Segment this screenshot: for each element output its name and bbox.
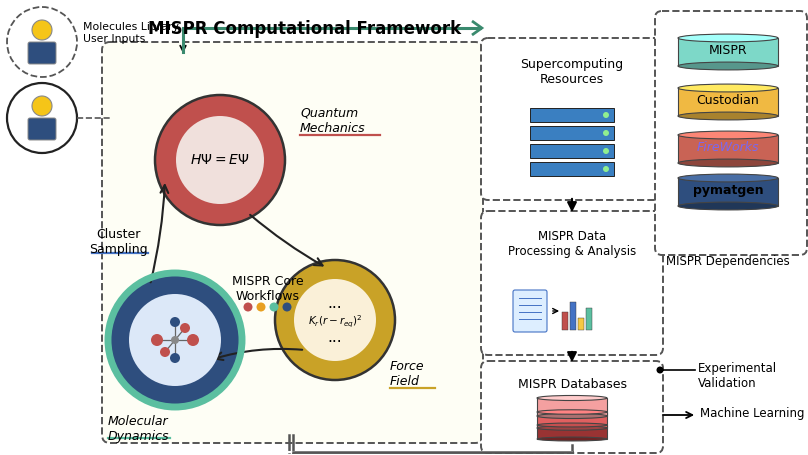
Ellipse shape	[537, 437, 607, 441]
Text: Machine Learning: Machine Learning	[700, 407, 805, 420]
Bar	[530, 126, 614, 140]
Circle shape	[32, 96, 52, 116]
Ellipse shape	[537, 414, 607, 419]
Text: $K_r(r - r_{eq})^2$: $K_r(r - r_{eq})^2$	[308, 314, 363, 330]
FancyBboxPatch shape	[481, 38, 663, 200]
Circle shape	[176, 116, 264, 204]
Text: MISPR Computational Framework: MISPR Computational Framework	[149, 20, 461, 38]
Ellipse shape	[678, 34, 778, 42]
Circle shape	[129, 294, 221, 386]
FancyBboxPatch shape	[655, 11, 807, 255]
Circle shape	[603, 166, 609, 172]
Text: Supercomputing
Resources: Supercomputing Resources	[520, 58, 624, 86]
Circle shape	[256, 303, 266, 312]
Bar	[530, 144, 614, 158]
FancyBboxPatch shape	[481, 211, 663, 355]
Ellipse shape	[678, 84, 778, 92]
Ellipse shape	[537, 395, 607, 400]
Circle shape	[656, 366, 663, 374]
Text: Experimental
Validation: Experimental Validation	[698, 362, 777, 390]
Bar	[537, 425, 607, 439]
Circle shape	[155, 95, 285, 225]
Ellipse shape	[678, 174, 778, 182]
Ellipse shape	[678, 202, 778, 210]
Text: MISPR Core
Workflows: MISPR Core Workflows	[232, 275, 304, 303]
Ellipse shape	[537, 423, 607, 427]
Text: MISPR Dependencies: MISPR Dependencies	[666, 255, 790, 268]
Bar	[678, 135, 778, 163]
Bar	[678, 38, 778, 66]
Circle shape	[151, 334, 163, 346]
Bar	[678, 178, 778, 206]
Text: MISPR Data
Processing & Analysis: MISPR Data Processing & Analysis	[508, 230, 636, 258]
Circle shape	[32, 20, 52, 40]
Circle shape	[187, 334, 199, 346]
Circle shape	[275, 260, 395, 380]
Bar	[570, 302, 576, 330]
Bar	[530, 162, 614, 176]
Circle shape	[170, 353, 180, 363]
Ellipse shape	[678, 131, 778, 139]
Text: Force
Field: Force Field	[390, 360, 425, 388]
Bar	[537, 398, 607, 416]
Ellipse shape	[537, 410, 607, 414]
FancyBboxPatch shape	[102, 42, 483, 443]
Bar	[562, 312, 568, 330]
Text: $H\Psi = E\Psi$: $H\Psi = E\Psi$	[191, 153, 250, 167]
Ellipse shape	[678, 159, 778, 167]
Circle shape	[180, 323, 190, 333]
Text: pymatgen: pymatgen	[692, 184, 764, 197]
Circle shape	[108, 273, 242, 407]
Circle shape	[603, 112, 609, 118]
FancyBboxPatch shape	[28, 42, 56, 64]
FancyBboxPatch shape	[481, 361, 663, 453]
Circle shape	[160, 347, 170, 357]
FancyBboxPatch shape	[28, 118, 56, 140]
Circle shape	[294, 279, 376, 361]
Circle shape	[171, 336, 179, 344]
Bar	[678, 88, 778, 116]
Circle shape	[7, 7, 77, 77]
Circle shape	[270, 303, 279, 312]
Ellipse shape	[537, 426, 607, 430]
Circle shape	[603, 148, 609, 154]
Text: MISPR Databases: MISPR Databases	[517, 378, 626, 391]
Circle shape	[170, 317, 180, 327]
Circle shape	[603, 130, 609, 136]
Circle shape	[283, 303, 292, 312]
Bar	[530, 108, 614, 122]
Text: ...: ...	[328, 330, 343, 345]
Circle shape	[7, 83, 77, 153]
Text: Custodian: Custodian	[696, 94, 760, 107]
Text: Molecules Library
User Inputs: Molecules Library User Inputs	[83, 22, 179, 44]
Text: MISPR: MISPR	[709, 44, 747, 57]
Bar	[537, 412, 607, 428]
Ellipse shape	[678, 112, 778, 120]
Circle shape	[243, 303, 252, 312]
FancyBboxPatch shape	[513, 290, 547, 332]
Text: Quantum
Mechanics: Quantum Mechanics	[300, 107, 366, 135]
Text: Cluster
Sampling: Cluster Sampling	[89, 228, 147, 256]
Text: FireWorks: FireWorks	[696, 141, 760, 154]
Bar	[578, 318, 584, 330]
Bar	[586, 308, 592, 330]
Text: Molecular
Dynamics: Molecular Dynamics	[107, 415, 169, 443]
Text: ...: ...	[328, 297, 343, 312]
Ellipse shape	[678, 62, 778, 70]
